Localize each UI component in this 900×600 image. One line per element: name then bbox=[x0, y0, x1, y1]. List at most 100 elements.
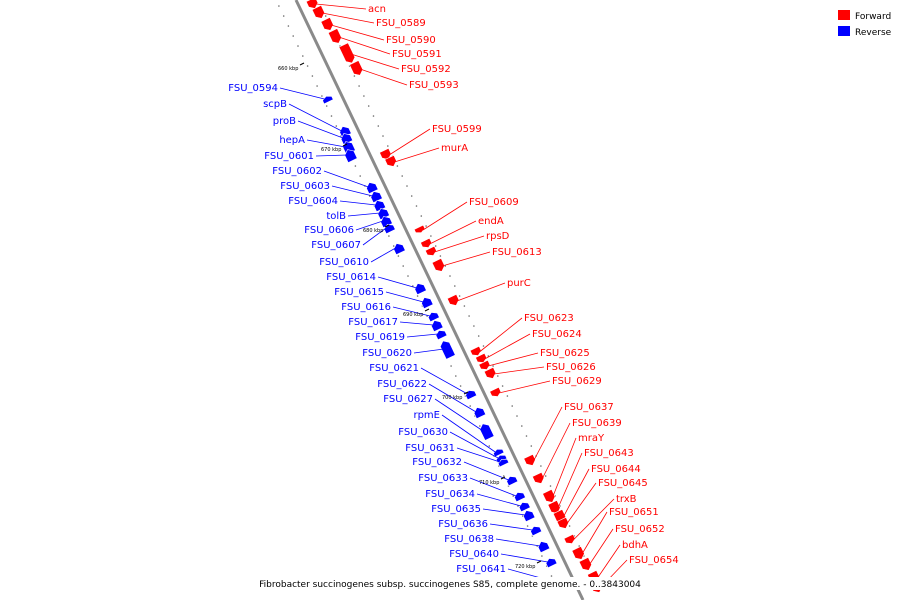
gene-label-fsu-0625[interactable]: FSU_0625 bbox=[540, 348, 590, 359]
gene-glyph-fsu-0621[interactable] bbox=[465, 390, 478, 401]
gene-label-hepa[interactable]: hepA bbox=[279, 135, 305, 146]
gene-label-fsu-0604[interactable]: FSU_0604 bbox=[288, 196, 338, 207]
gene-label-fsu-0654[interactable]: FSU_0654 bbox=[629, 555, 679, 566]
gene-glyph-fsu-0624[interactable] bbox=[475, 352, 487, 363]
gene-label-fsu-0610[interactable]: FSU_0610 bbox=[319, 257, 369, 268]
gene-label-fsu-0635[interactable]: FSU_0635 bbox=[431, 504, 481, 515]
gene-glyph-fsu-0645[interactable] bbox=[556, 516, 569, 529]
gene-glyph-fsu-0614[interactable] bbox=[414, 283, 427, 296]
gene-glyph-fsu-0629[interactable] bbox=[489, 386, 502, 397]
gene-label-fsu-0637[interactable]: FSU_0637 bbox=[564, 402, 614, 413]
gene-label-fsu-0645[interactable]: FSU_0645 bbox=[598, 478, 648, 489]
gene-glyph-rpme[interactable] bbox=[493, 448, 505, 458]
gene-glyph-fsu-0615[interactable] bbox=[421, 297, 434, 310]
gene-glyph-fsu-0601[interactable] bbox=[344, 149, 358, 164]
gene-glyph-acn[interactable] bbox=[305, 0, 319, 9]
gene-glyph-fsu-0632[interactable] bbox=[506, 476, 519, 487]
gene-label-fsu-0614[interactable]: FSU_0614 bbox=[326, 272, 376, 283]
gene-label-fsu-0651[interactable]: FSU_0651 bbox=[609, 507, 659, 518]
gene-label-bdha[interactable]: bdhA bbox=[622, 540, 648, 551]
gene-glyph-fsu-0623[interactable] bbox=[469, 345, 482, 356]
gene-label-fsu-0623[interactable]: FSU_0623 bbox=[524, 313, 574, 324]
gene-label-fsu-0594[interactable]: FSU_0594 bbox=[228, 83, 278, 94]
gene-label-fsu-0593[interactable]: FSU_0593 bbox=[409, 80, 459, 91]
gene-label-fsu-0602[interactable]: FSU_0602 bbox=[272, 166, 322, 177]
gene-label-fsu-0626[interactable]: FSU_0626 bbox=[546, 362, 596, 373]
gene-glyph-fsu-0620[interactable] bbox=[439, 340, 456, 360]
gene-label-fsu-0616[interactable]: FSU_0616 bbox=[341, 302, 391, 313]
gene-glyph-fsu-0639[interactable] bbox=[532, 471, 545, 484]
gene-glyph-fsu-0613[interactable] bbox=[431, 258, 445, 272]
gene-glyph-fsu-0590[interactable] bbox=[320, 16, 334, 31]
gene-glyph-fsu-0638[interactable] bbox=[537, 541, 551, 554]
gene-glyph-purc[interactable] bbox=[446, 293, 460, 306]
gene-label-fsu-0634[interactable]: FSU_0634 bbox=[425, 489, 475, 500]
gene-glyph-fsu-0651[interactable] bbox=[571, 546, 585, 560]
gene-glyph-enda[interactable] bbox=[420, 237, 432, 248]
gene-label-fsu-0603[interactable]: FSU_0603 bbox=[280, 181, 330, 192]
gene-glyph-fsu-0643[interactable] bbox=[547, 499, 561, 514]
gene-glyph-scpb[interactable] bbox=[339, 126, 352, 139]
gene-label-fsu-0636[interactable]: FSU_0636 bbox=[438, 519, 488, 530]
gene-label-fsu-0613[interactable]: FSU_0613 bbox=[492, 247, 542, 258]
gene-glyph-fsu-0617[interactable] bbox=[431, 320, 444, 333]
gene-label-acn[interactable]: acn bbox=[368, 4, 386, 15]
gene-glyph-fsu-0592[interactable] bbox=[338, 42, 356, 64]
gene-label-fsu-0641[interactable]: FSU_0641 bbox=[456, 564, 506, 575]
gene-label-fsu-0590[interactable]: FSU_0590 bbox=[386, 35, 436, 46]
gene-label-fsu-0627[interactable]: FSU_0627 bbox=[383, 394, 433, 405]
gene-label-fsu-0601[interactable]: FSU_0601 bbox=[264, 151, 314, 162]
gene-glyph-fsu-0610[interactable] bbox=[393, 243, 406, 256]
gene-glyph-fsu-0594[interactable] bbox=[322, 96, 334, 105]
gene-glyph-fsu-0622[interactable] bbox=[473, 407, 487, 420]
gene-glyph-rpsd[interactable] bbox=[424, 245, 437, 256]
gene-glyph-fsu-0599[interactable] bbox=[379, 147, 392, 160]
gene-glyph-fsu-0625[interactable] bbox=[478, 359, 491, 370]
gene-label-rpsd[interactable]: rpsD bbox=[486, 231, 510, 242]
gene-glyph-fsu-0607[interactable] bbox=[383, 224, 396, 235]
gene-label-fsu-0631[interactable]: FSU_0631 bbox=[405, 443, 455, 454]
gene-glyph-fsu-0631[interactable] bbox=[497, 458, 510, 468]
gene-glyph-fsu-0619[interactable] bbox=[435, 330, 448, 341]
gene-glyph-fsu-0635[interactable] bbox=[523, 510, 536, 523]
gene-label-fsu-0607[interactable]: FSU_0607 bbox=[311, 240, 361, 251]
gene-glyph-fsu-0652[interactable] bbox=[578, 557, 592, 571]
gene-label-fsu-0620[interactable]: FSU_0620 bbox=[362, 348, 412, 359]
gene-label-prob[interactable]: proB bbox=[273, 116, 296, 127]
gene-glyph-fsu-0640[interactable] bbox=[545, 558, 558, 569]
gene-label-fsu-0644[interactable]: FSU_0644 bbox=[591, 464, 641, 475]
gene-label-fsu-0632[interactable]: FSU_0632 bbox=[412, 457, 462, 468]
gene-label-fsu-0629[interactable]: FSU_0629 bbox=[552, 376, 602, 387]
gene-glyph-fsu-0636[interactable] bbox=[530, 526, 543, 537]
gene-label-fsu-0599[interactable]: FSU_0599 bbox=[432, 124, 482, 135]
gene-label-fsu-0630[interactable]: FSU_0630 bbox=[398, 427, 448, 438]
gene-glyph-fsu-0593[interactable] bbox=[349, 60, 364, 76]
gene-glyph-fsu-0602[interactable] bbox=[366, 182, 379, 195]
gene-label-fsu-0622[interactable]: FSU_0622 bbox=[377, 379, 427, 390]
gene-label-fsu-0633[interactable]: FSU_0633 bbox=[418, 473, 468, 484]
gene-label-mura[interactable]: murA bbox=[441, 143, 468, 154]
gene-label-fsu-0606[interactable]: FSU_0606 bbox=[304, 225, 354, 236]
gene-label-tolb[interactable]: tolB bbox=[326, 211, 346, 222]
gene-label-fsu-0640[interactable]: FSU_0640 bbox=[449, 549, 499, 560]
gene-label-trxb[interactable]: trxB bbox=[616, 494, 637, 505]
gene-label-fsu-0621[interactable]: FSU_0621 bbox=[369, 363, 419, 374]
gene-label-fsu-0589[interactable]: FSU_0589 bbox=[376, 18, 426, 29]
gene-glyph-trxb[interactable] bbox=[563, 533, 576, 544]
gene-label-fsu-0615[interactable]: FSU_0615 bbox=[334, 287, 384, 298]
gene-glyph-mray[interactable] bbox=[542, 489, 556, 503]
gene-glyph-fsu-0603[interactable] bbox=[370, 191, 383, 204]
gene-label-fsu-0592[interactable]: FSU_0592 bbox=[401, 64, 451, 75]
gene-label-purc[interactable]: purC bbox=[507, 278, 531, 289]
gene-glyph-fsu-0591[interactable] bbox=[327, 28, 342, 44]
gene-label-enda[interactable]: endA bbox=[478, 216, 504, 227]
gene-label-fsu-0643[interactable]: FSU_0643 bbox=[584, 448, 634, 459]
gene-glyph-fsu-0633[interactable] bbox=[514, 492, 526, 503]
gene-label-fsu-0639[interactable]: FSU_0639 bbox=[572, 418, 622, 429]
gene-label-fsu-0609[interactable]: FSU_0609 bbox=[469, 197, 519, 208]
gene-glyph-fsu-0616[interactable] bbox=[427, 312, 440, 323]
gene-glyph-fsu-0634[interactable] bbox=[518, 502, 531, 513]
gene-label-fsu-0591[interactable]: FSU_0591 bbox=[392, 49, 442, 60]
gene-label-fsu-0624[interactable]: FSU_0624 bbox=[532, 329, 582, 340]
gene-glyph-tolb[interactable] bbox=[377, 208, 390, 221]
